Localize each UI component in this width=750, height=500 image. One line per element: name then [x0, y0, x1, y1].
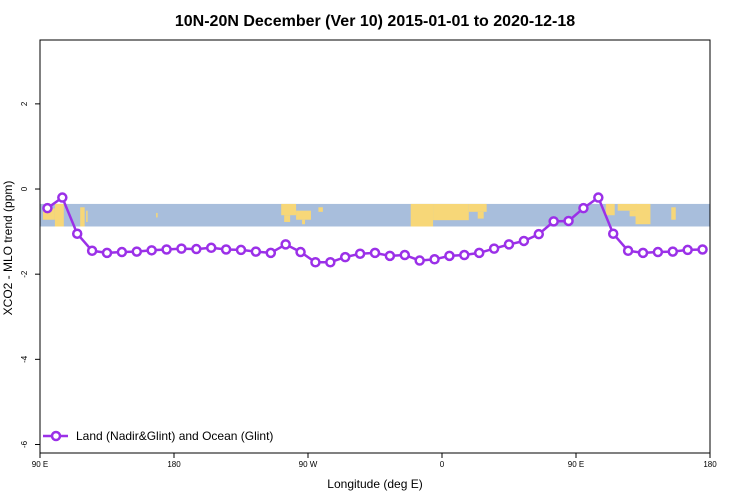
- data-point: [369, 247, 381, 259]
- data-point: [667, 246, 679, 257]
- land-shape: [156, 212, 158, 218]
- data-point: [205, 242, 217, 254]
- y-axis: -6 -4 -2 0 2: [20, 101, 40, 448]
- x-tick-label: 90 E: [32, 460, 48, 469]
- ocean-band: [40, 203, 710, 227]
- data-point: [563, 215, 574, 227]
- data-point: [280, 239, 291, 250]
- land-shape: [410, 203, 434, 227]
- data-point: [265, 247, 277, 259]
- x-axis: 90 E 180 90 W 0 90 E 180: [32, 453, 717, 469]
- data-point: [146, 245, 157, 256]
- legend: Land (Nadir&Glint) and Ocean (Glint): [43, 429, 273, 443]
- data-point: [57, 192, 68, 203]
- data-point: [101, 247, 113, 259]
- land-shape: [605, 203, 615, 216]
- legend-marker: [50, 430, 62, 442]
- data-point: [414, 255, 425, 266]
- data-point: [176, 243, 187, 254]
- y-axis-label: XCO2 - MLO trend (ppm): [1, 181, 15, 316]
- land-shape: [477, 211, 484, 219]
- data-point: [161, 244, 172, 255]
- data-point: [473, 247, 485, 259]
- land-shape: [42, 208, 55, 220]
- land-shape: [284, 215, 291, 222]
- x-tick-label: 0: [440, 460, 445, 469]
- data-point: [682, 244, 693, 256]
- data-point: [384, 250, 396, 262]
- plot-frame: [39, 39, 711, 454]
- data-point: [399, 249, 411, 261]
- land-shape: [671, 207, 676, 220]
- land-shape: [296, 210, 311, 220]
- data-point: [593, 192, 604, 203]
- x-tick-label: 180: [703, 460, 717, 469]
- data-point: [339, 251, 351, 263]
- land-shape: [302, 219, 306, 225]
- x-tick-label: 180: [167, 460, 181, 469]
- land-shape: [433, 203, 469, 221]
- legend-label: Land (Nadir&Glint) and Ocean (Glint): [76, 429, 273, 443]
- data-point: [354, 248, 366, 259]
- y-tick-label: -2: [20, 270, 29, 278]
- series-layer: [42, 192, 708, 268]
- data-point: [518, 235, 530, 247]
- data-point: [71, 228, 83, 239]
- data-point: [637, 247, 649, 259]
- data-point: [622, 245, 634, 257]
- x-tick-label: 90 E: [568, 460, 584, 469]
- land-shape: [629, 210, 638, 217]
- data-point: [607, 228, 619, 239]
- data-point: [503, 239, 515, 250]
- x-axis-label: Longitude (deg E): [327, 477, 422, 491]
- data-point: [220, 244, 232, 255]
- data-point: [250, 246, 262, 257]
- land-shape: [318, 207, 323, 212]
- data-point: [578, 202, 589, 214]
- chart-title: 10N-20N December (Ver 10) 2015-01-01 to …: [175, 13, 575, 30]
- data-point: [488, 243, 500, 254]
- data-point: [235, 244, 247, 256]
- data-point: [131, 246, 143, 257]
- data-point: [310, 257, 321, 268]
- data-point: [42, 202, 53, 214]
- data-point: [652, 246, 664, 258]
- data-point: [116, 246, 128, 258]
- data-point: [548, 216, 559, 227]
- land-shape: [281, 203, 297, 216]
- land-shape: [468, 203, 487, 212]
- x-tick-label: 90 W: [299, 460, 318, 469]
- data-point: [191, 243, 202, 255]
- data-point: [459, 249, 470, 261]
- data-point: [697, 244, 708, 255]
- data-point: [325, 257, 336, 268]
- y-tick-label: 0: [20, 186, 29, 191]
- land-shape: [80, 207, 85, 227]
- land-shape: [635, 203, 651, 225]
- data-point: [429, 254, 440, 265]
- data-point: [295, 246, 306, 258]
- map-band: [40, 203, 710, 227]
- land-shape: [86, 210, 88, 222]
- land-shape: [54, 203, 64, 227]
- data-point: [533, 228, 545, 240]
- land-shape: [617, 203, 638, 211]
- data-point: [444, 250, 455, 262]
- y-tick-label: -6: [20, 440, 29, 448]
- data-point: [86, 245, 98, 257]
- y-tick-label: -4: [20, 355, 29, 363]
- y-tick-label: 2: [20, 101, 29, 106]
